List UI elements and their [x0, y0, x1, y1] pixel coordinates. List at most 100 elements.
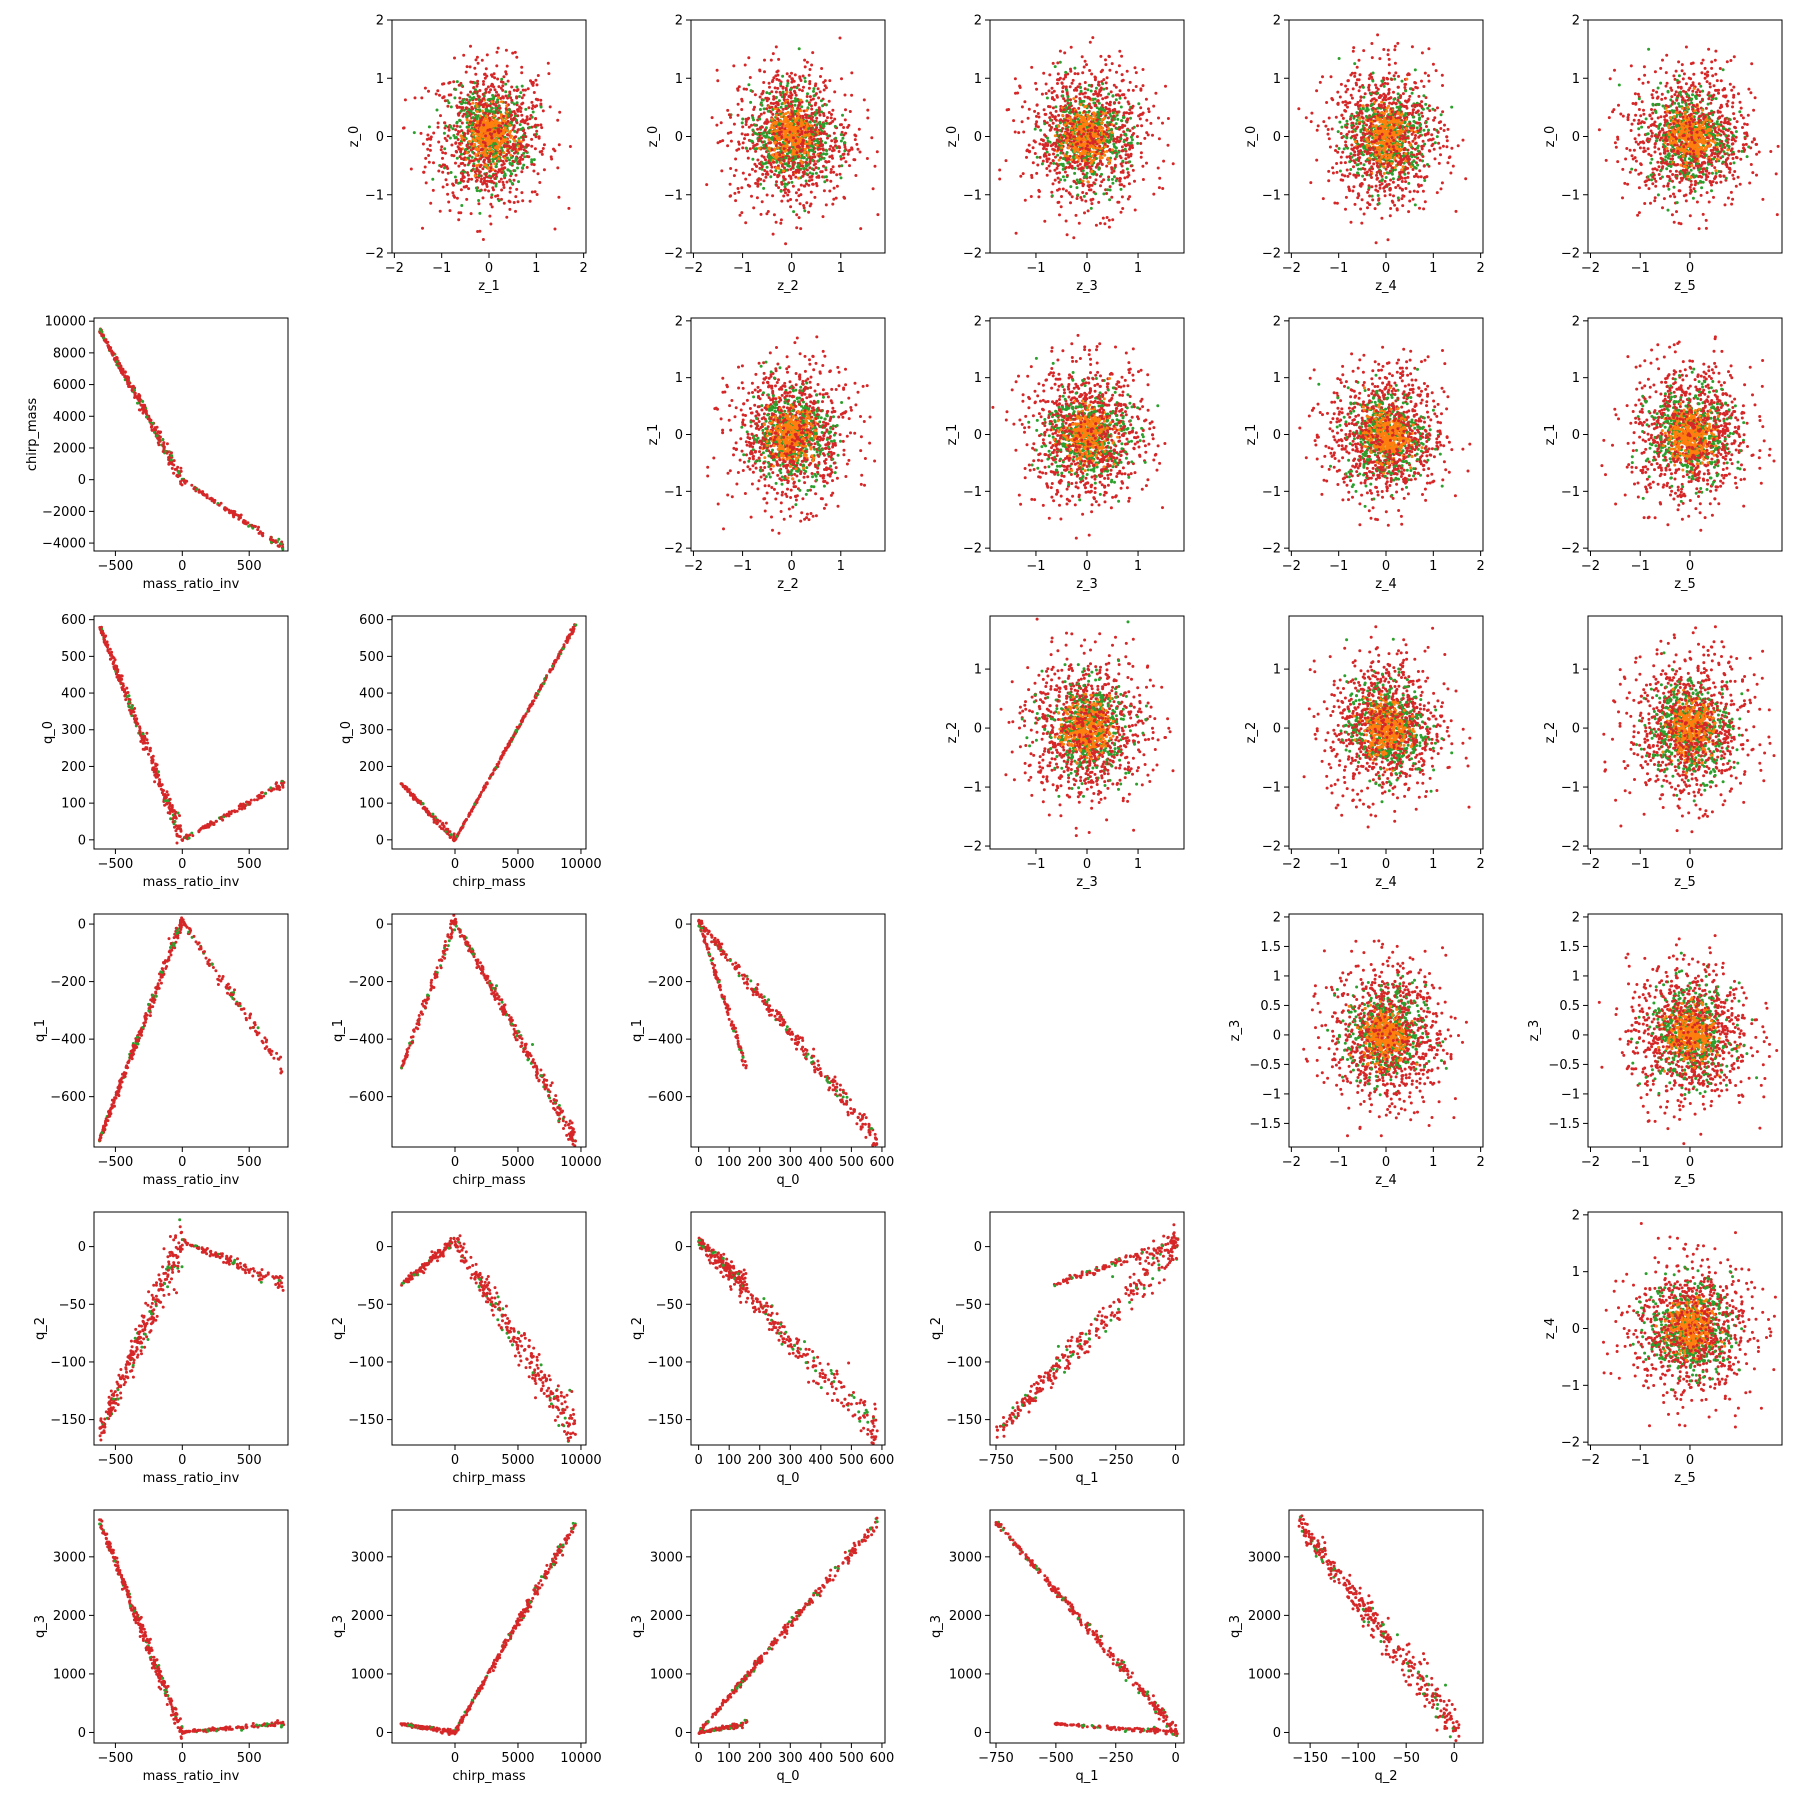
- middle-point: [797, 164, 800, 167]
- outer-point: [482, 93, 485, 96]
- outer-point: [1085, 162, 1088, 165]
- outer-point: [768, 86, 771, 89]
- middle-point: [821, 104, 824, 107]
- outer-point: [1067, 119, 1070, 122]
- middle-point: [753, 147, 756, 150]
- outer-point: [780, 136, 783, 139]
- middle-point: [495, 101, 498, 104]
- outer-point: [490, 196, 493, 199]
- outer-point: [807, 211, 810, 214]
- outer-point: [477, 202, 480, 205]
- outer-point: [726, 109, 729, 112]
- middle-point: [1093, 171, 1096, 174]
- outer-point: [449, 209, 452, 212]
- outer-point: [537, 172, 540, 175]
- middle-point: [431, 178, 434, 181]
- outer-point: [1022, 131, 1025, 134]
- outer-point: [439, 210, 442, 213]
- outer-point: [475, 158, 478, 161]
- outer-point: [534, 117, 537, 120]
- outer-point: [803, 59, 806, 62]
- outer-point: [779, 127, 782, 130]
- outer-point: [463, 134, 466, 137]
- inner-point: [495, 123, 498, 126]
- middle-point: [478, 174, 481, 177]
- outer-point: [1052, 62, 1055, 65]
- outer-point: [836, 185, 839, 188]
- outer-point: [1066, 174, 1069, 177]
- outer-point: [440, 145, 443, 148]
- outer-point: [460, 148, 463, 151]
- outer-point: [1116, 201, 1119, 204]
- outer-point: [1017, 131, 1020, 134]
- middle-point: [819, 158, 822, 161]
- inner-point: [788, 135, 791, 138]
- outer-point: [1375, 174, 1378, 177]
- outer-point: [782, 159, 785, 162]
- outer-point: [524, 150, 527, 153]
- outer-point: [429, 202, 432, 205]
- outer-point: [430, 136, 433, 139]
- middle-point: [451, 127, 454, 130]
- outer-point: [1050, 126, 1053, 129]
- outer-point: [1052, 159, 1055, 162]
- middle-point: [1114, 150, 1117, 153]
- outer-point: [485, 67, 488, 70]
- outer-point: [467, 146, 470, 149]
- outer-point: [552, 148, 555, 151]
- outer-point: [1051, 87, 1054, 90]
- outer-point: [765, 144, 768, 147]
- outer-point: [1027, 117, 1030, 120]
- outer-point: [1151, 134, 1154, 137]
- outer-point: [1084, 92, 1087, 95]
- outer-point: [492, 85, 495, 88]
- outer-point: [1101, 97, 1104, 100]
- outer-point: [744, 221, 747, 224]
- panel-z_0-vs-z_4-points: [1297, 33, 1467, 244]
- outer-point: [441, 83, 444, 86]
- outer-point: [509, 187, 512, 190]
- inner-point: [1070, 127, 1073, 130]
- inner-point: [476, 110, 479, 113]
- outer-point: [512, 143, 515, 146]
- outer-point: [1054, 179, 1057, 182]
- middle-point: [1113, 167, 1116, 170]
- middle-point: [1065, 106, 1068, 109]
- outer-point: [480, 180, 483, 183]
- outer-point: [1368, 89, 1371, 92]
- outer-point: [1058, 181, 1061, 184]
- outer-point: [1147, 107, 1150, 110]
- outer-point: [799, 77, 802, 80]
- outer-point: [504, 101, 507, 104]
- outer-point: [426, 134, 429, 137]
- outer-point: [1034, 82, 1037, 85]
- outer-point: [507, 80, 510, 83]
- outer-point: [482, 83, 485, 86]
- outer-point: [506, 181, 509, 184]
- outer-point: [826, 116, 829, 119]
- middle-point: [532, 111, 535, 114]
- outer-point: [1046, 144, 1049, 147]
- outer-point: [757, 178, 760, 181]
- outer-point: [793, 86, 796, 89]
- outer-point: [795, 213, 798, 216]
- outer-point: [510, 86, 513, 89]
- outer-point: [1088, 124, 1091, 127]
- middle-point: [449, 137, 452, 140]
- outer-point: [842, 196, 845, 199]
- outer-point: [499, 153, 502, 156]
- middle-point: [459, 125, 462, 128]
- outer-point: [1056, 61, 1059, 64]
- outer-point: [778, 142, 781, 145]
- outer-point: [876, 150, 879, 153]
- outer-point: [1145, 131, 1148, 134]
- outer-point: [427, 154, 430, 157]
- outer-point: [493, 177, 496, 180]
- outer-point: [1352, 185, 1355, 188]
- outer-point: [739, 214, 742, 217]
- outer-point: [834, 141, 837, 144]
- outer-point: [814, 102, 817, 105]
- outer-point: [467, 178, 470, 181]
- middle-point: [759, 183, 762, 186]
- outer-point: [770, 90, 773, 93]
